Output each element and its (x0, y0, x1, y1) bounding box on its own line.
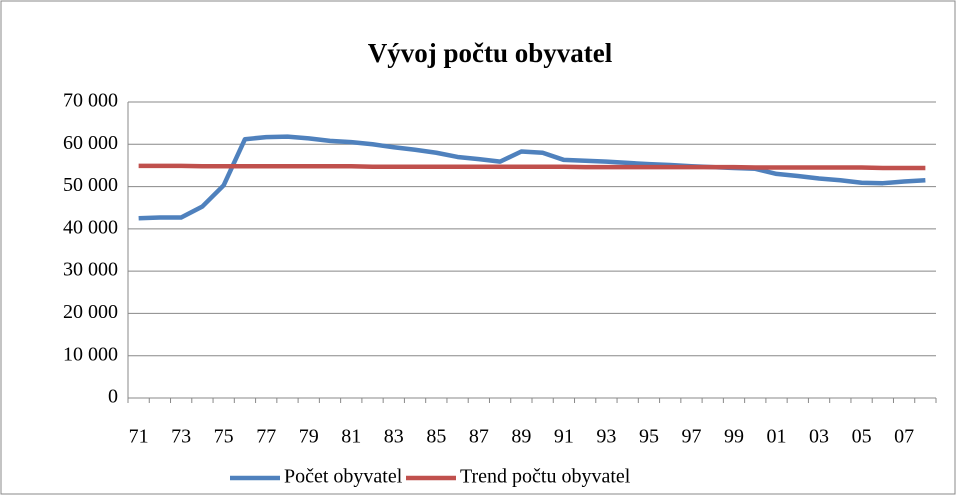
data-line (138, 134, 926, 221)
x-tick-label: 81 (341, 426, 361, 448)
x-tick-label: 77 (256, 426, 276, 448)
legend-label: Počet obyvatel (284, 466, 403, 488)
y-tick-label: 60 000 (63, 132, 118, 154)
x-tick-label: 87 (469, 426, 489, 448)
y-tick-label: 40 000 (63, 216, 118, 238)
x-tick-label: 97 (681, 426, 701, 448)
x-tick-label: 07 (894, 426, 914, 448)
x-tick-label: 99 (724, 426, 744, 448)
y-tick-label: 20 000 (63, 301, 118, 323)
y-tick-label: 30 000 (63, 259, 118, 281)
x-tick-label: 95 (639, 426, 659, 448)
x-tick-label: 79 (299, 426, 319, 448)
x-tick-label: 93 (596, 426, 616, 448)
x-tick-label: 01 (767, 426, 787, 448)
x-tick-label: 75 (214, 426, 234, 448)
y-tick-label: 50 000 (63, 174, 118, 196)
x-tick-label: 73 (171, 426, 191, 448)
x-tick-label: 89 (511, 426, 531, 448)
y-tick-label: 70 000 (63, 90, 118, 112)
x-tick-label: 91 (554, 426, 574, 448)
chart-title: Vývoj počtu obyvatel (368, 38, 613, 68)
x-tick-label: 03 (809, 426, 829, 448)
y-tick-label: 10 000 (63, 343, 118, 365)
x-tick-label: 71 (129, 426, 149, 448)
x-tick-label: 85 (426, 426, 446, 448)
y-tick-label: 0 (108, 386, 118, 408)
x-tick-label: 83 (384, 426, 404, 448)
legend-label: Trend počtu obyvatel (460, 466, 631, 488)
x-tick-label: 05 (852, 426, 872, 448)
data-line (138, 163, 926, 171)
